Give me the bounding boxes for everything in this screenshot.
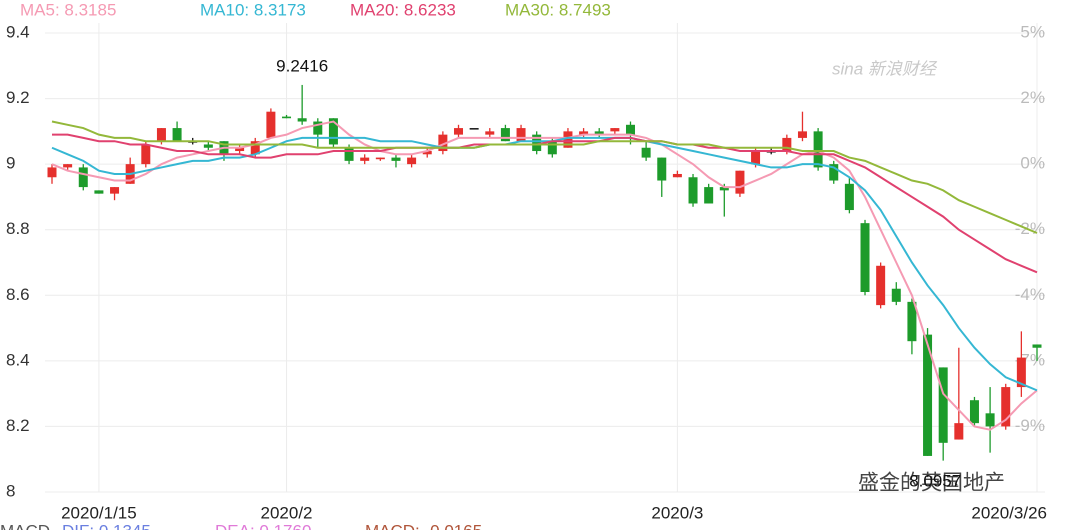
candle-body [250,141,260,155]
y-tick-label: 8.8 [6,219,30,238]
candle-body [1001,387,1011,427]
y-tick-label: 8.6 [6,285,30,304]
candle-body [547,141,557,155]
legend-entry: MA10: 8.3173 [200,0,306,19]
candle-body [641,147,651,158]
candle-body [203,144,213,148]
candle-body [797,131,807,138]
candle-body [938,367,948,443]
candle-body [923,334,933,456]
y2-tick-label: -4% [1015,285,1045,304]
macd-label: DIF: 0.1345 [62,521,151,530]
candle-body [297,118,307,122]
y2-tick-label: -2% [1015,219,1045,238]
y2-tick-label: 2% [1020,88,1045,107]
candle-body [469,128,479,130]
candle-body [625,124,635,135]
candle-body [141,144,151,165]
macd-label: DEA: 0.1760 [215,521,311,530]
x-tick-label: 2020/3/26 [971,503,1047,522]
candle-body [907,301,917,342]
candle-body [172,128,182,142]
y-tick-label: 8 [6,481,15,500]
candle-body [47,167,57,178]
candle-body [360,157,370,161]
candle-body [954,423,964,440]
y2-tick-label: -9% [1015,416,1045,435]
ma-line [52,133,1038,274]
candle-body [829,164,839,181]
candle-body [751,151,761,165]
macd-label: MACD: -0.0165 [365,521,482,530]
candle-body [454,128,464,135]
candle-body [438,134,448,152]
candle-body [782,137,792,152]
candle-body [516,128,526,142]
y2-tick-label: 0% [1020,154,1045,173]
legend-entry: MA5: 8.3185 [20,0,116,19]
grid-layer [45,23,1045,493]
candle-body [532,134,542,152]
candle-body [1032,344,1042,348]
low-annotation: 8.0957 [909,471,961,490]
y-tick-label: 8.4 [6,350,30,369]
candle-body [94,190,104,194]
candle-body [876,265,886,306]
x-tick-label: 2020/3 [651,503,703,522]
candle-body [657,157,667,181]
legend-entry: MA30: 8.7493 [505,0,611,19]
watermark: sina 新浪财经 [832,59,938,78]
candle-body [156,128,166,142]
high-annotation: 9.2416 [276,56,328,75]
candle-body [969,400,979,424]
candle-body [391,157,401,161]
legend-entry: MA20: 8.6233 [350,0,456,19]
x-tick-label: 2020/2 [261,503,313,522]
candle-body [860,223,870,293]
candle-body [1016,357,1026,388]
y-tick-label: 9.2 [6,88,30,107]
candle-body [422,151,432,155]
watermark: 盛金的英国地产 [858,472,1005,495]
candle-body [672,173,682,178]
candle-body [610,128,620,132]
candle-body [266,111,276,138]
x-tick-label: 2020/1/15 [61,503,137,522]
candle-body [78,167,88,188]
candle-body [579,131,589,135]
candle-body [500,128,510,142]
candle-body [844,183,854,211]
candle-body [688,177,698,204]
candle-body [344,147,354,161]
candle-body [719,187,729,191]
candle-body [485,131,495,135]
candle-body [375,157,385,160]
candle-body [328,118,338,145]
y2-tick-label: 5% [1020,22,1045,41]
y-tick-label: 9 [6,154,15,173]
candle-body [735,170,745,194]
candle-body [282,116,292,119]
candle-body [891,288,901,302]
ma-line [51,120,1038,234]
macd-label: MACD [0,521,50,530]
candle-body [594,131,604,135]
candle-body [235,147,245,152]
ma-line [51,136,1038,392]
y-tick-label: 9.4 [6,22,30,41]
candle-body [63,164,73,168]
candle-body [110,187,120,194]
candle-body [704,187,714,204]
ma-line [51,120,1038,431]
candle-body [313,121,323,135]
y-tick-label: 8.2 [6,416,30,435]
candle-body [407,157,417,165]
candle-body [813,131,823,168]
candle-body [563,131,573,148]
candle-body [985,413,995,427]
